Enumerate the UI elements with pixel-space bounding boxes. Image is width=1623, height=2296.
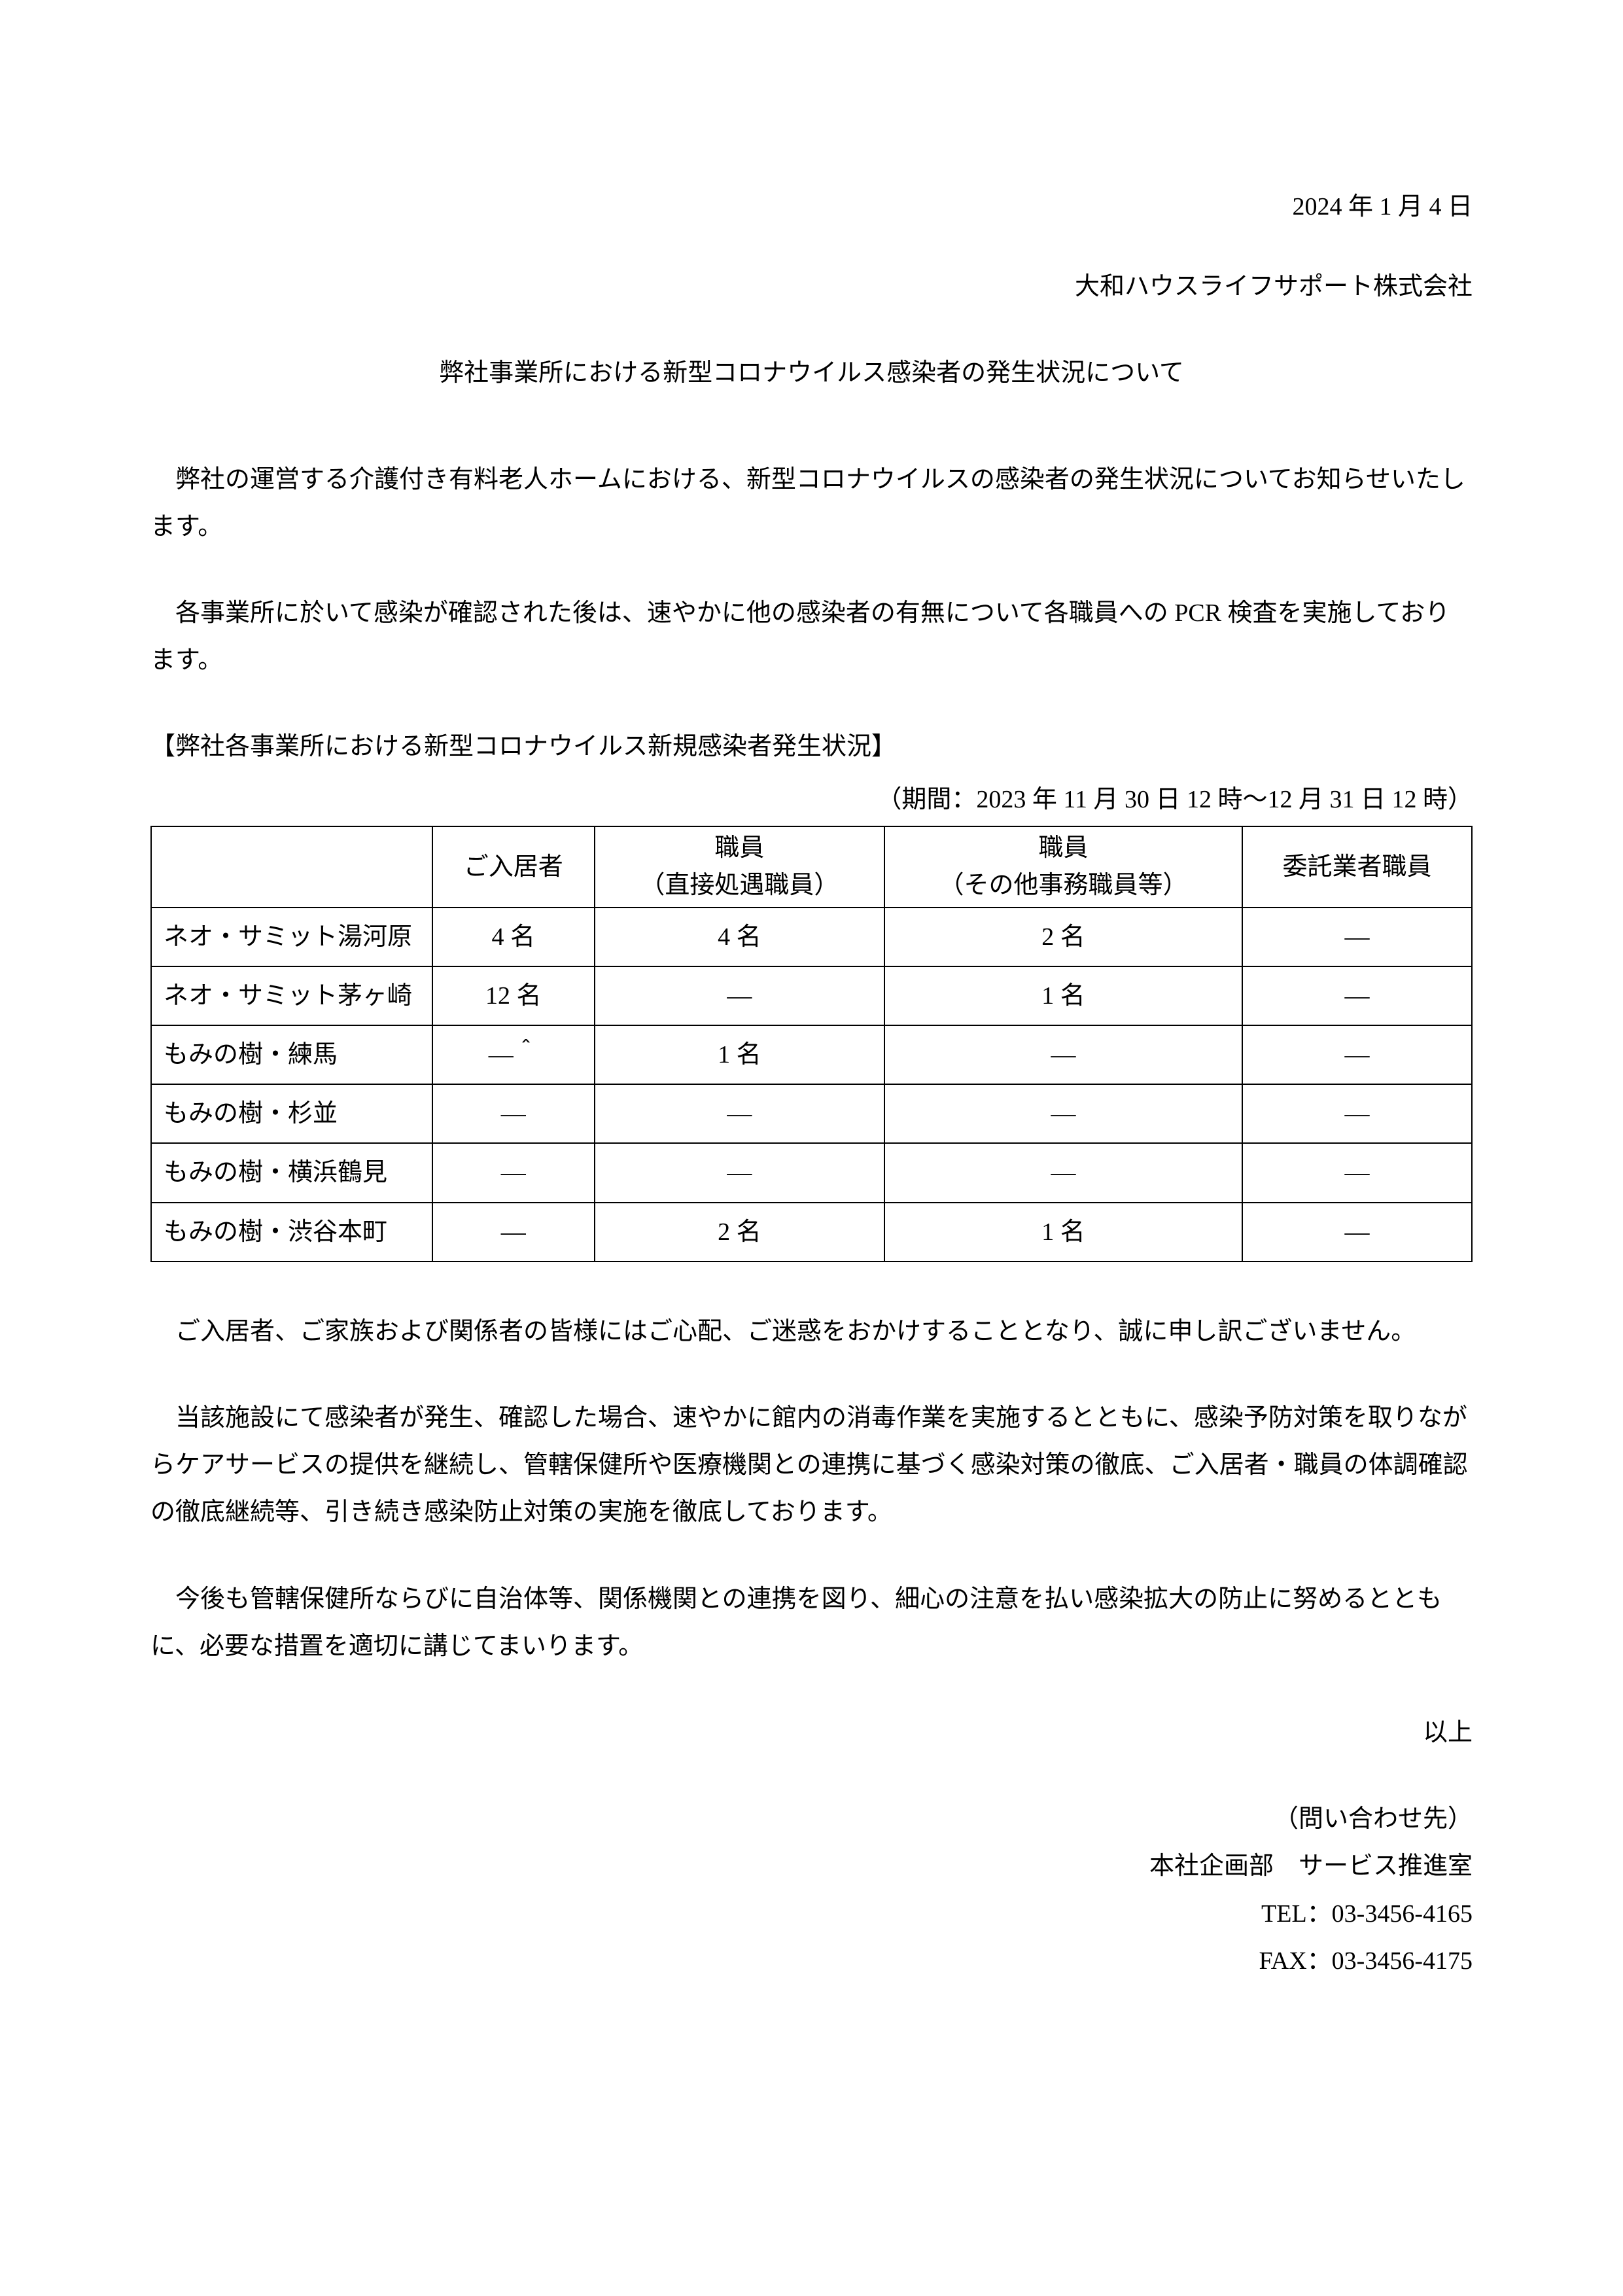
cell-residents: 4 名	[432, 908, 595, 966]
contact-label: （問い合わせ先）	[150, 1795, 1473, 1843]
reporting-period: （期間：2023 年 11 月 30 日 12 時～12 月 31 日 12 時…	[150, 776, 1473, 823]
cell-staff-other: ―	[884, 1143, 1242, 1202]
cell-staff-direct: ―	[595, 1084, 885, 1143]
cell-contractor: ―	[1242, 908, 1472, 966]
header-residents: ご入居者	[432, 826, 595, 908]
cell-staff-direct: 2 名	[595, 1203, 885, 1262]
cell-residents: ―	[432, 1143, 595, 1202]
table-row: もみの樹・練馬 ―＾ 1 名 ― ―	[151, 1025, 1472, 1084]
cell-facility: もみの樹・渋谷本町	[151, 1203, 432, 1262]
cell-contractor: ―	[1242, 1203, 1472, 1262]
table-row: もみの樹・横浜鶴見 ― ― ― ―	[151, 1143, 1472, 1202]
cell-staff-other: 2 名	[884, 908, 1242, 966]
cell-staff-other: 1 名	[884, 966, 1242, 1025]
cell-residents: 12 名	[432, 966, 595, 1025]
header-staff-other: 職員 （その他事務職員等）	[884, 826, 1242, 908]
cell-staff-direct: ―	[595, 966, 885, 1025]
cell-residents: ―	[432, 1203, 595, 1262]
cell-facility: もみの樹・練馬	[151, 1025, 432, 1084]
cell-facility: ネオ・サミット茅ヶ崎	[151, 966, 432, 1025]
cell-residents: ―＾	[432, 1025, 595, 1084]
body-paragraph-2: 当該施設にて感染者が発生、確認した場合、速やかに館内の消毒作業を実施するとともに…	[150, 1394, 1473, 1536]
cell-facility: もみの樹・杉並	[151, 1084, 432, 1143]
cell-contractor: ―	[1242, 1143, 1472, 1202]
cell-staff-other: ―	[884, 1084, 1242, 1143]
body-paragraph-1: ご入居者、ご家族および関係者の皆様にはご心配、ご迷惑をおかけすることとなり、誠に…	[150, 1308, 1473, 1355]
contact-fax: FAX：03-3456-4175	[150, 1937, 1473, 1985]
cell-staff-direct: 1 名	[595, 1025, 885, 1084]
header-staff-direct-line2: （直接処遇職員）	[602, 867, 878, 904]
cell-contractor: ―	[1242, 1025, 1472, 1084]
header-staff-direct: 職員 （直接処遇職員）	[595, 826, 885, 908]
cell-staff-direct: 4 名	[595, 908, 885, 966]
table-row: もみの樹・杉並 ― ― ― ―	[151, 1084, 1472, 1143]
infection-status-table: ご入居者 職員 （直接処遇職員） 職員 （その他事務職員等） 委託業者職員 ネオ…	[150, 826, 1473, 1262]
contact-department: 本社企画部 サービス推進室	[150, 1843, 1473, 1890]
contact-tel: TEL：03-3456-4165	[150, 1890, 1473, 1937]
table-row: ネオ・サミット茅ヶ崎 12 名 ― 1 名 ―	[151, 966, 1472, 1025]
header-facility	[151, 826, 432, 908]
cell-contractor: ―	[1242, 966, 1472, 1025]
table-header-row: ご入居者 職員 （直接処遇職員） 職員 （その他事務職員等） 委託業者職員	[151, 826, 1472, 908]
header-staff-direct-line1: 職員	[602, 830, 878, 867]
cell-contractor: ―	[1242, 1084, 1472, 1143]
cell-staff-other: 1 名	[884, 1203, 1242, 1262]
cell-residents: ―	[432, 1084, 595, 1143]
intro-paragraph-1: 弊社の運営する介護付き有料老人ホームにおける、新型コロナウイルスの感染者の発生状…	[150, 456, 1473, 550]
header-staff-other-line1: 職員	[892, 830, 1235, 867]
document-title: 弊社事業所における新型コロナウイルス感染者の発生状況について	[150, 349, 1473, 397]
company-name: 大和ハウスライフサポート株式会社	[150, 263, 1473, 310]
table-section-heading: 【弊社各事業所における新型コロナウイルス新規感染者発生状況】	[150, 723, 1473, 770]
header-contractor: 委託業者職員	[1242, 826, 1472, 908]
closing-word: 以上	[150, 1709, 1473, 1756]
table-row: もみの樹・渋谷本町 ― 2 名 1 名 ―	[151, 1203, 1472, 1262]
intro-paragraph-2: 各事業所に於いて感染が確認された後は、速やかに他の感染者の有無について各職員への…	[150, 590, 1473, 684]
body-paragraph-3: 今後も管轄保健所ならびに自治体等、関係機関との連携を図り、細心の注意を払い感染拡…	[150, 1576, 1473, 1670]
cell-facility: もみの樹・横浜鶴見	[151, 1143, 432, 1202]
cell-facility: ネオ・サミット湯河原	[151, 908, 432, 966]
table-row: ネオ・サミット湯河原 4 名 4 名 2 名 ―	[151, 908, 1472, 966]
document-date: 2024 年 1 月 4 日	[150, 183, 1473, 230]
contact-info: （問い合わせ先） 本社企画部 サービス推進室 TEL：03-3456-4165 …	[150, 1795, 1473, 1985]
cell-staff-direct: ―	[595, 1143, 885, 1202]
cell-staff-other: ―	[884, 1025, 1242, 1084]
header-staff-other-line2: （その他事務職員等）	[892, 867, 1235, 904]
table-body: ネオ・サミット湯河原 4 名 4 名 2 名 ― ネオ・サミット茅ヶ崎 12 名…	[151, 908, 1472, 1262]
